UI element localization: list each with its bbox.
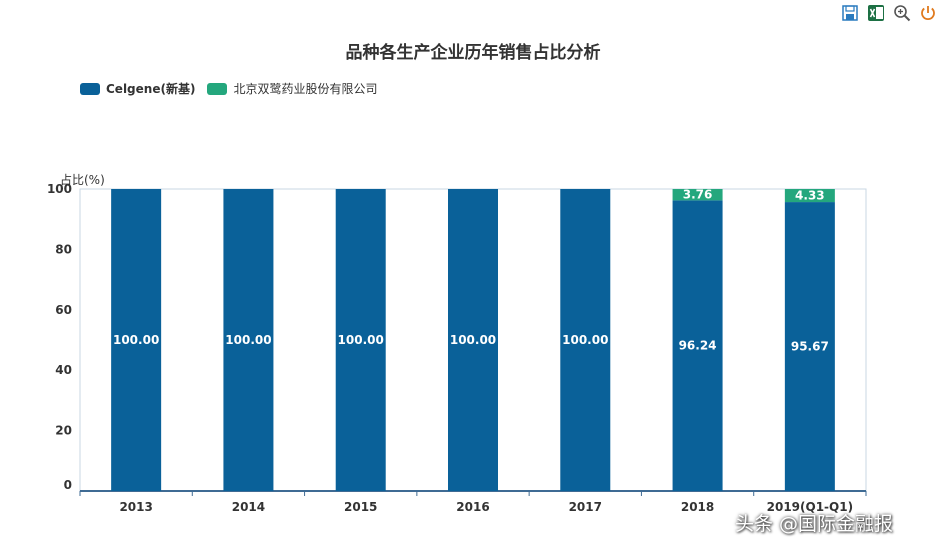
bar-segment	[223, 189, 274, 491]
chart-legend: Celgene(新基) 北京双鹭药业股份有限公司	[80, 80, 377, 97]
y-tick-label: 80	[55, 242, 72, 256]
bar-segment	[672, 189, 723, 201]
x-tick-label: 2018	[681, 500, 714, 514]
y-tick-label: 100	[47, 182, 72, 196]
chart-toolbar	[840, 3, 938, 23]
y-tick-label: 40	[55, 363, 72, 377]
legend-item-shuanglu[interactable]: 北京双鹭药业股份有限公司	[207, 80, 377, 97]
bar-value-label: 100.00	[225, 333, 271, 347]
bar-segment	[784, 202, 835, 491]
x-tick-label: 2019(Q1-Q1)	[767, 500, 853, 514]
power-icon[interactable]	[918, 3, 938, 23]
bar-segment	[111, 189, 162, 491]
save-icon[interactable]	[840, 3, 860, 23]
bar-value-label: 100.00	[450, 333, 496, 347]
y-tick-label: 60	[55, 303, 72, 317]
legend-swatch	[207, 82, 228, 95]
bar-segment	[560, 189, 611, 491]
y-axis-label: 占比(%)	[60, 173, 105, 187]
bar-value-label: 3.76	[683, 188, 713, 202]
bar-segment	[784, 189, 835, 203]
x-tick-label: 2014	[232, 500, 265, 514]
chart-title: 品种各生产企业历年销售占比分析	[345, 43, 601, 63]
bar-value-label: 100.00	[338, 333, 384, 347]
bar-value-label: 100.00	[113, 333, 159, 347]
bar-value-label: 100.00	[562, 333, 608, 347]
legend-swatch	[80, 82, 100, 95]
x-tick-label: 2017	[569, 500, 602, 514]
x-tick-label: 2015	[344, 500, 377, 514]
legend-label: 北京双鹭药业股份有限公司	[233, 82, 378, 96]
bar-segment	[448, 189, 498, 491]
bar-segment	[672, 200, 723, 491]
legend-label: Celgene(新基)	[106, 82, 196, 96]
bar-value-label: 95.67	[791, 340, 829, 354]
excel-export-icon[interactable]	[866, 3, 886, 23]
legend-item-celgene[interactable]: Celgene(新基)	[80, 80, 195, 97]
bar-segment	[335, 189, 386, 491]
x-tick-label: 2013	[119, 500, 152, 514]
watermark: 头条 @国际金融报	[735, 513, 894, 535]
bar-value-label: 96.24	[679, 339, 717, 353]
zoom-icon[interactable]	[892, 3, 912, 23]
bar-value-label: 4.33	[795, 189, 825, 203]
y-tick-label: 0	[64, 478, 72, 492]
y-tick-label: 20	[55, 424, 72, 438]
x-tick-label: 2016	[456, 500, 489, 514]
